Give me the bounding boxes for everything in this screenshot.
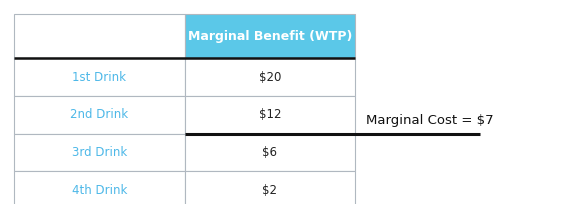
Text: Marginal Cost = $7: Marginal Cost = $7 <box>366 114 494 127</box>
Bar <box>14 96 185 134</box>
Bar <box>14 58 185 96</box>
Bar <box>14 14 185 58</box>
Text: 1st Drink: 1st Drink <box>72 71 127 83</box>
Text: 3rd Drink: 3rd Drink <box>72 146 127 159</box>
Text: 2nd Drink: 2nd Drink <box>70 108 128 121</box>
Text: $2: $2 <box>262 184 277 197</box>
Text: 4th Drink: 4th Drink <box>72 184 127 197</box>
Bar <box>185 96 355 134</box>
Bar <box>14 171 185 204</box>
Bar <box>14 134 185 171</box>
Text: $6: $6 <box>262 146 277 159</box>
Text: $12: $12 <box>258 108 281 121</box>
Text: $20: $20 <box>258 71 281 83</box>
Bar <box>185 14 355 58</box>
Bar <box>185 134 355 171</box>
Bar <box>185 171 355 204</box>
Bar <box>185 58 355 96</box>
Text: Marginal Benefit (WTP): Marginal Benefit (WTP) <box>187 30 352 43</box>
